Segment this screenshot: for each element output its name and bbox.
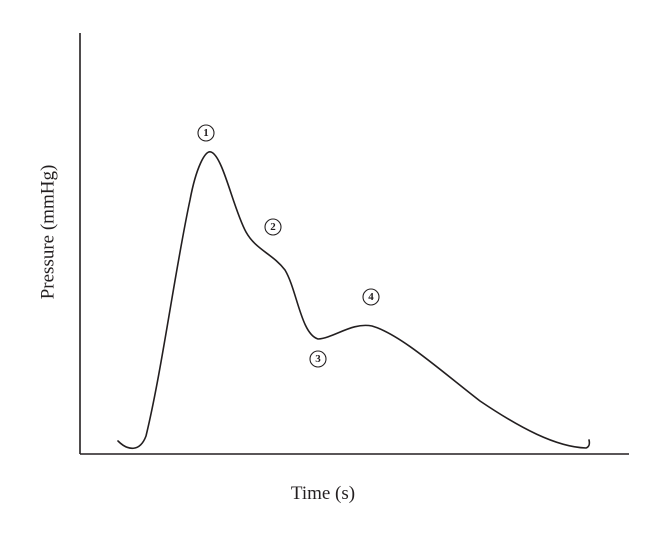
annotation-marker-3: 3 <box>309 350 327 368</box>
annotation-label-4: 4 <box>368 291 374 303</box>
annotation-marker-2: 2 <box>264 218 282 236</box>
annotation-label-2: 2 <box>270 221 276 233</box>
y-axis-label: Pressure (mmHg) <box>37 165 58 300</box>
annotation-marker-4: 4 <box>362 288 380 306</box>
annotation-label-1: 1 <box>203 127 209 139</box>
x-axis-label: Time (s) <box>291 483 355 504</box>
pressure-waveform-line <box>117 151 591 450</box>
annotation-marker-1: 1 <box>197 124 215 142</box>
annotation-label-3: 3 <box>315 353 321 365</box>
